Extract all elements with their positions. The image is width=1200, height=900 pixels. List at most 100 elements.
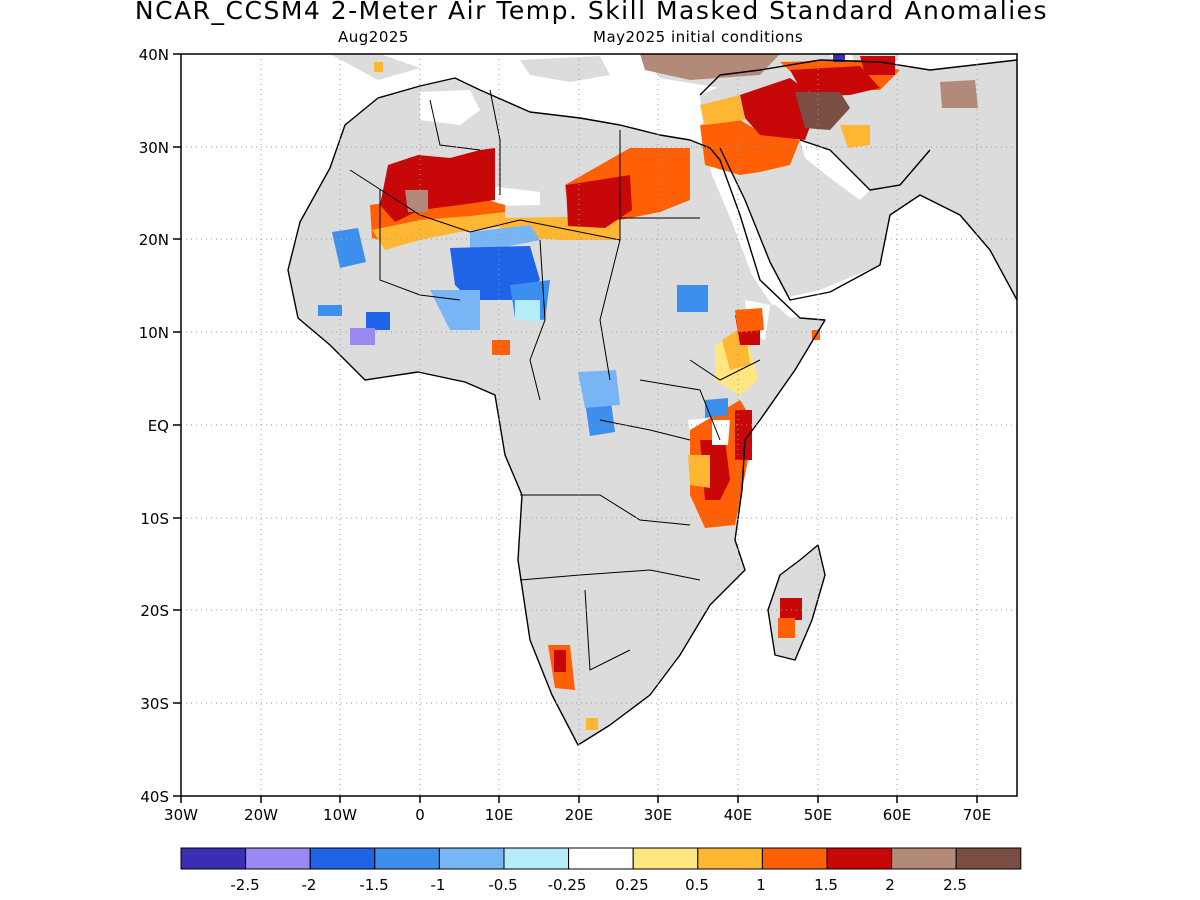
x-tick-label: 70E	[963, 806, 992, 824]
y-tick-label: 20N	[139, 231, 169, 249]
anomaly-coast-purple	[350, 328, 375, 345]
land-southeurope	[520, 56, 610, 82]
coast-levant	[699, 59, 1017, 96]
coast-madagascar	[767, 544, 826, 661]
gulf-of-aden	[770, 292, 835, 318]
anomaly-turkey-brown	[640, 54, 780, 80]
colorbar-label: 0.25	[615, 876, 648, 894]
colorbar-label: -2	[302, 876, 317, 894]
coastlines	[287, 59, 1017, 746]
y-tick-label: EQ	[148, 417, 169, 435]
colorbar-labels: -2.5 -2 -1.5 -1 -0.5 -0.25 0.25 0.5 1 1.…	[230, 876, 967, 894]
colorbar-label: 2.5	[943, 876, 967, 894]
colorbar-swatch	[891, 847, 957, 870]
colorbar-swatch	[438, 847, 505, 870]
x-tick-label: 20E	[565, 806, 594, 824]
border-5	[529, 239, 546, 401]
red-sea	[706, 148, 790, 305]
y-tick-label: 40S	[140, 788, 169, 806]
colorbar-label: -2.5	[230, 876, 259, 894]
border-12	[429, 99, 481, 151]
colorbar-swatch	[826, 847, 893, 870]
anomaly-mali-cold	[332, 228, 366, 268]
anomaly-iran-brown	[795, 92, 850, 130]
anomaly-uganda-cold	[705, 398, 728, 418]
y-tick-label: 30N	[139, 139, 169, 157]
saharan-unmasked	[420, 90, 480, 125]
x-tick-label: 0	[415, 806, 425, 824]
x-tick-label: 30W	[164, 806, 198, 824]
border-1	[349, 169, 621, 241]
y-tick-labels: 40N 30N 20N 10N EQ 10S 20S 30S 40S	[139, 46, 169, 806]
x-tick-labels: 30W 20W 10W 0 10E 20E 30E 40E 50E 60E 70…	[164, 806, 991, 824]
y-tick-label: 10S	[140, 510, 169, 528]
axis-ticks	[173, 53, 978, 803]
y-tick-label: 30S	[140, 695, 169, 713]
anomaly-kenya-coast-red	[735, 410, 752, 460]
anomaly-east-sahara-core	[566, 175, 632, 228]
x-tick-label: 10E	[485, 806, 514, 824]
anomaly-southafrica-yellow	[586, 718, 598, 730]
anomaly-sahel-gradient	[470, 225, 540, 248]
anomaly-nigeria-warm	[492, 340, 510, 355]
anomaly-east-iran-brown	[940, 80, 978, 108]
initial-conditions: May2025 initial conditions	[593, 28, 804, 46]
grid-lines	[181, 54, 1017, 796]
x-tick-label: 50E	[804, 806, 833, 824]
coast-africa	[287, 77, 826, 746]
y-tick-label: 10N	[139, 324, 169, 342]
colorbar-swatch	[955, 847, 1022, 870]
colorbar-label: -0.25	[548, 876, 587, 894]
country-borders	[349, 89, 761, 671]
colorbar-swatch	[374, 847, 440, 870]
chart-title: NCAR_CCSM4 2-Meter Air Temp. Skill Maske…	[134, 0, 1049, 25]
colorbar	[180, 847, 1022, 870]
anomaly-coast-cold	[366, 312, 390, 330]
border-8	[519, 569, 701, 581]
anomaly-ethiopia-light	[735, 308, 764, 332]
colorbar-swatch	[180, 847, 247, 870]
anomaly-iraq-red	[790, 66, 880, 96]
colorbar-label: 1.5	[814, 876, 838, 894]
anomaly-madagascar-orange	[778, 618, 795, 638]
anomaly-egypt	[700, 120, 800, 175]
colorbar-swatch	[503, 847, 570, 870]
x-tick-label: 30E	[644, 806, 673, 824]
colorbar-label: 2	[885, 876, 895, 894]
anomaly-uganda-white	[712, 420, 730, 445]
y-tick-label: 20S	[140, 602, 169, 620]
border-10	[689, 359, 761, 381]
anomaly-sahel-cyan	[515, 300, 540, 322]
border-11	[639, 379, 721, 441]
anomaly-guinea-cold	[318, 305, 342, 316]
colorbar-label: -1	[431, 876, 446, 894]
x-tick-label: 10W	[323, 806, 357, 824]
anomaly-congo-light	[578, 370, 620, 408]
colorbar-swatch	[761, 847, 828, 870]
anomaly-west-sahara-light	[372, 212, 505, 250]
anomaly-small-europe	[374, 62, 383, 72]
colorbar-label: -1.5	[359, 876, 388, 894]
colorbar-label: -0.5	[488, 876, 517, 894]
border-6	[379, 190, 461, 301]
colorbar-label: 0.5	[685, 876, 709, 894]
anomaly-madagascar-red	[780, 598, 802, 620]
anomaly-iran-yellow	[840, 125, 870, 148]
anomaly-kenya-yellow	[688, 455, 710, 488]
y-tick-label: 40N	[139, 46, 169, 64]
border-9	[584, 589, 631, 671]
x-tick-label: 60E	[883, 806, 912, 824]
anomaly-patches	[318, 54, 978, 730]
colorbar-swatch	[309, 847, 376, 870]
coast-gulf	[799, 139, 931, 191]
x-tick-label: 40E	[724, 806, 753, 824]
map-area	[181, 54, 1017, 796]
coast-arabia	[719, 147, 1017, 301]
border-7	[520, 494, 691, 526]
border-3	[599, 130, 621, 381]
colorbar-swatch	[697, 847, 763, 870]
anomaly-west-sahara-brown	[405, 190, 428, 212]
x-tick-label: 20W	[244, 806, 278, 824]
colorbar-swatch	[245, 847, 311, 870]
